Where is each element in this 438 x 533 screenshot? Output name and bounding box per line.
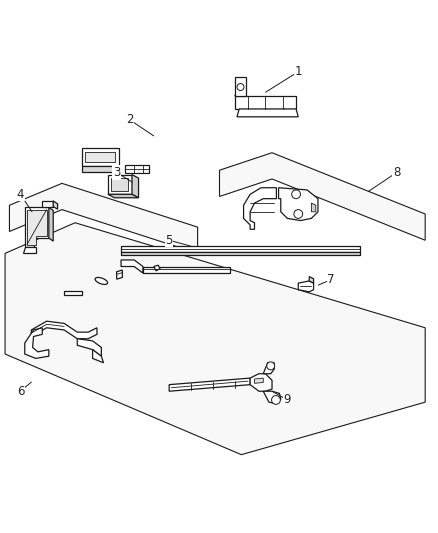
Polygon shape — [108, 175, 132, 195]
Polygon shape — [297, 281, 313, 292]
Polygon shape — [153, 265, 159, 271]
Polygon shape — [81, 148, 119, 166]
Text: 4: 4 — [17, 188, 24, 201]
Polygon shape — [263, 391, 280, 403]
Polygon shape — [234, 77, 245, 96]
Text: 2: 2 — [126, 114, 133, 126]
Polygon shape — [243, 188, 276, 229]
Circle shape — [266, 362, 274, 370]
Polygon shape — [121, 252, 359, 255]
Text: 9: 9 — [283, 393, 290, 407]
Polygon shape — [85, 152, 115, 163]
Polygon shape — [121, 246, 359, 252]
Polygon shape — [125, 165, 149, 173]
Polygon shape — [10, 183, 197, 253]
Circle shape — [293, 209, 302, 219]
Polygon shape — [117, 270, 122, 279]
Polygon shape — [81, 166, 119, 172]
Polygon shape — [49, 207, 53, 241]
Polygon shape — [25, 328, 49, 358]
Polygon shape — [234, 78, 245, 96]
Polygon shape — [278, 188, 317, 221]
Text: 6: 6 — [17, 385, 24, 398]
Polygon shape — [237, 109, 297, 117]
Polygon shape — [132, 175, 138, 198]
Polygon shape — [53, 201, 57, 209]
Polygon shape — [22, 247, 35, 253]
Polygon shape — [254, 378, 263, 383]
Polygon shape — [169, 378, 250, 391]
Polygon shape — [111, 178, 128, 191]
Polygon shape — [311, 203, 315, 212]
Polygon shape — [219, 153, 424, 240]
Polygon shape — [31, 321, 97, 338]
Text: 3: 3 — [113, 166, 120, 179]
Polygon shape — [5, 223, 424, 455]
Polygon shape — [143, 266, 230, 273]
Text: 7: 7 — [327, 273, 334, 286]
Text: 1: 1 — [294, 65, 301, 78]
Circle shape — [237, 84, 244, 91]
Polygon shape — [263, 363, 274, 374]
Circle shape — [291, 190, 300, 199]
Polygon shape — [27, 209, 46, 245]
Polygon shape — [64, 290, 81, 295]
Polygon shape — [77, 338, 101, 356]
Polygon shape — [25, 207, 49, 247]
Polygon shape — [234, 96, 295, 109]
Text: 8: 8 — [392, 166, 399, 179]
Polygon shape — [308, 277, 313, 283]
Ellipse shape — [95, 278, 107, 285]
Polygon shape — [250, 374, 272, 391]
Polygon shape — [42, 201, 53, 207]
Polygon shape — [121, 260, 143, 273]
Polygon shape — [108, 195, 138, 198]
Text: 5: 5 — [165, 234, 173, 247]
Circle shape — [271, 395, 280, 405]
Polygon shape — [92, 350, 103, 363]
